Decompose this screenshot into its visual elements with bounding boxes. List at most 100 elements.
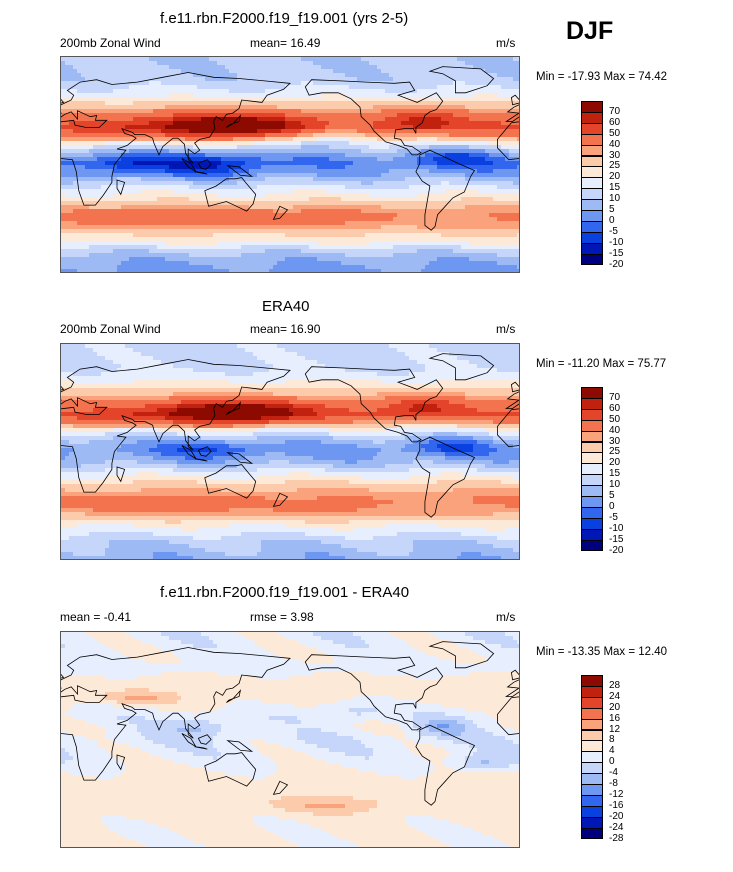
field-cell xyxy=(341,185,346,190)
field-cell xyxy=(501,73,506,78)
field-cell xyxy=(181,149,186,154)
field-cell xyxy=(333,173,338,178)
field-cell xyxy=(89,101,94,106)
field-cell xyxy=(329,57,334,62)
field-cell xyxy=(133,217,138,222)
field-cell xyxy=(321,193,326,198)
field-cell xyxy=(405,73,410,78)
field-cell xyxy=(469,193,474,198)
field-cell xyxy=(245,113,250,118)
field-cell xyxy=(197,225,202,230)
field-cell xyxy=(489,205,494,210)
field-cell xyxy=(489,185,494,190)
field-cell xyxy=(433,161,438,166)
field-cell xyxy=(377,65,382,70)
field-cell xyxy=(357,153,362,158)
field-cell xyxy=(77,97,82,102)
field-cell xyxy=(337,133,342,138)
field-cell xyxy=(241,193,246,198)
field-cell xyxy=(377,225,382,230)
field-cell xyxy=(221,81,226,86)
field-cell xyxy=(241,105,246,110)
field-cell xyxy=(301,77,306,82)
field-cell xyxy=(493,173,498,178)
field-cell xyxy=(457,133,462,138)
field-cell xyxy=(109,117,114,122)
field-cell xyxy=(473,149,478,154)
field-cell xyxy=(417,181,422,186)
field-cell xyxy=(409,85,414,90)
field-cell xyxy=(429,65,434,70)
field-cell xyxy=(289,129,294,134)
field-cell xyxy=(93,177,98,182)
field-cell xyxy=(189,201,194,206)
field-cell xyxy=(153,137,158,142)
field-cell xyxy=(269,145,274,150)
field-cell xyxy=(205,213,210,218)
field-cell xyxy=(285,117,290,122)
field-cell xyxy=(77,149,82,154)
field-cell xyxy=(213,201,218,206)
field-cell xyxy=(457,73,462,78)
field-cell xyxy=(125,229,130,234)
field-cell xyxy=(249,69,254,74)
field-cell xyxy=(389,213,394,218)
field-cell xyxy=(65,209,70,214)
field-cell xyxy=(85,189,90,194)
field-cell xyxy=(93,189,98,194)
field-cell xyxy=(385,161,390,166)
field-cell xyxy=(153,69,158,74)
field-cell xyxy=(501,221,506,226)
field-cell xyxy=(337,129,342,134)
field-cell xyxy=(461,93,466,98)
field-cell xyxy=(249,213,254,218)
field-cell xyxy=(193,121,198,126)
field-cell xyxy=(273,109,278,114)
field-cell xyxy=(129,165,134,170)
field-cell xyxy=(437,181,442,186)
field-cell xyxy=(265,153,270,158)
field-cell xyxy=(109,165,114,170)
field-cell xyxy=(93,209,98,214)
field-cell xyxy=(305,61,310,66)
field-cell xyxy=(69,57,74,62)
field-cell xyxy=(61,57,66,62)
field-cell xyxy=(269,113,274,118)
field-cell xyxy=(505,221,510,226)
field-cell xyxy=(389,177,394,182)
field-cell xyxy=(161,209,166,214)
field-cell xyxy=(393,209,398,214)
field-cell xyxy=(377,213,382,218)
field-cell xyxy=(177,157,182,162)
field-cell xyxy=(113,113,118,118)
field-cell xyxy=(145,129,150,134)
field-cell xyxy=(497,169,502,174)
field-cell xyxy=(157,169,162,174)
field-cell xyxy=(489,201,494,206)
field-cell xyxy=(265,185,270,190)
field-cell xyxy=(217,69,222,74)
field-cell xyxy=(361,201,366,206)
field-cell xyxy=(145,229,150,234)
field-cell xyxy=(381,165,386,170)
field-cell xyxy=(505,109,510,114)
field-cell xyxy=(173,165,178,170)
field-cell xyxy=(197,97,202,102)
field-cell xyxy=(73,137,78,142)
field-cell xyxy=(465,121,470,126)
field-cell xyxy=(341,97,346,102)
field-cell xyxy=(133,201,138,206)
field-cell xyxy=(293,65,298,70)
field-cell xyxy=(421,65,426,70)
field-cell xyxy=(77,133,82,138)
field-cell xyxy=(77,209,82,214)
field-cell xyxy=(497,173,502,178)
field-cell xyxy=(261,217,266,222)
field-cell xyxy=(245,193,250,198)
field-cell xyxy=(241,73,246,78)
field-cell xyxy=(293,113,298,118)
field-cell xyxy=(253,113,258,118)
field-cell xyxy=(117,181,122,186)
field-cell xyxy=(241,225,246,230)
field-cell xyxy=(345,69,350,74)
